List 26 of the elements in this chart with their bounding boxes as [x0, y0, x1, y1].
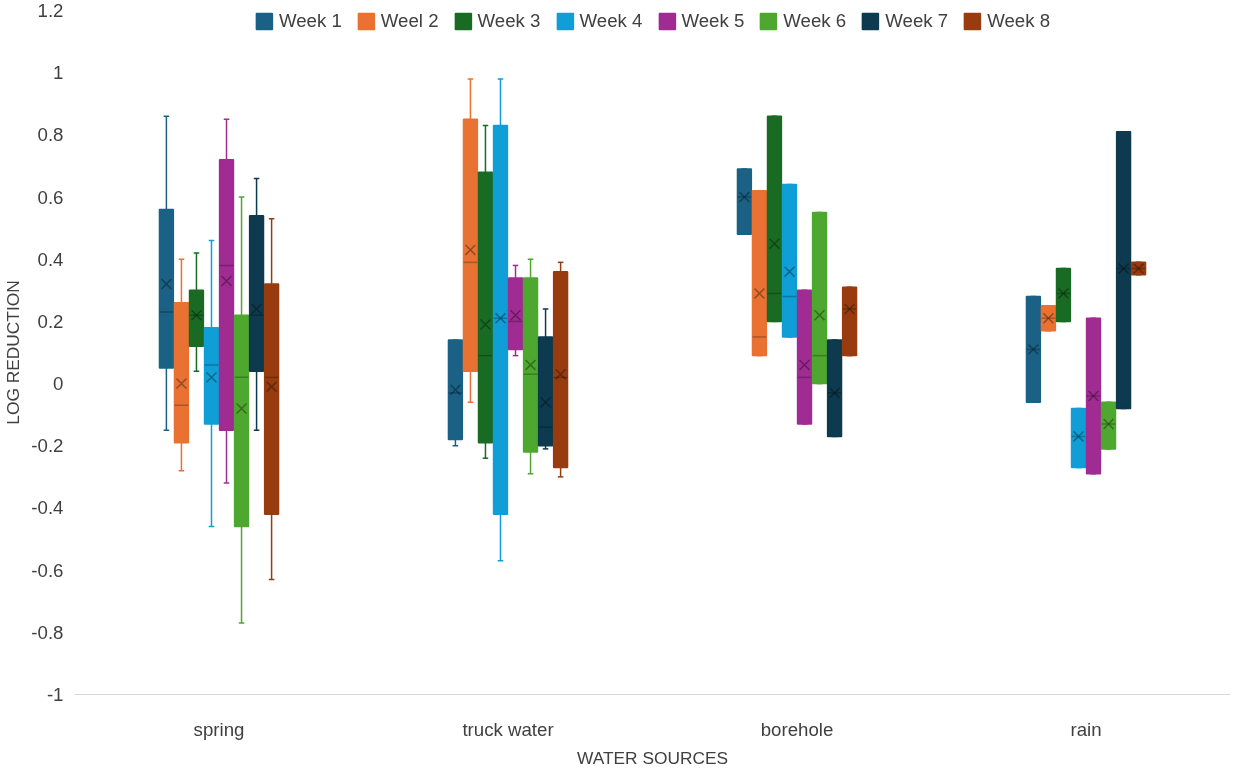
- x-tick-label: rain: [1070, 718, 1102, 740]
- legend-label: Weel 2: [380, 10, 439, 32]
- legend-label: Week 5: [681, 10, 745, 32]
- x-tick-label: borehole: [760, 718, 834, 740]
- y-tick-label: 0.2: [37, 310, 64, 332]
- y-tick-label: -0.4: [31, 497, 64, 519]
- x-axis-title: WATER SOURCES: [576, 747, 729, 768]
- legend-label: Week 3: [477, 10, 541, 32]
- legend-label: Week 1: [278, 10, 342, 32]
- y-tick-label: -0.8: [31, 621, 64, 643]
- legend-label: Week 6: [783, 10, 847, 32]
- y-tick-label: 0.6: [37, 186, 64, 208]
- x-tick-label: spring: [193, 718, 245, 740]
- y-tick-label: -0.6: [31, 559, 64, 581]
- y-tick-label: 0.4: [37, 248, 64, 270]
- legend-label: Week 4: [579, 10, 643, 32]
- y-tick-label: -1: [46, 684, 64, 705]
- legend-label: Week 8: [987, 10, 1051, 32]
- legend-label: Week 7: [885, 10, 949, 32]
- y-axis-title: LOG REDUCTION: [3, 280, 24, 425]
- y-tick-label: 0.8: [37, 124, 64, 146]
- x-tick-label: truck water: [462, 718, 554, 740]
- y-tick-label: 1: [53, 62, 64, 84]
- y-tick-label: 1.2: [37, 0, 64, 21]
- y-tick-label: 0: [53, 373, 64, 395]
- y-tick-label: -0.2: [31, 435, 64, 457]
